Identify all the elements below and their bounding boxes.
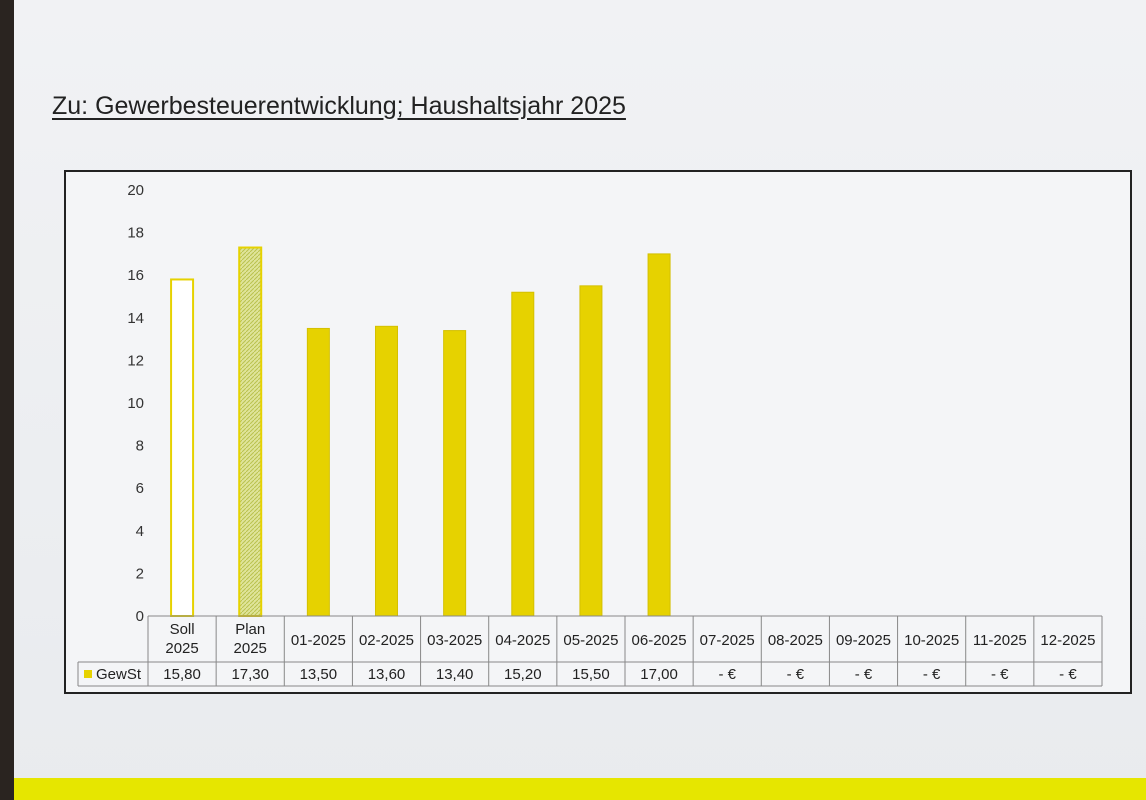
bar xyxy=(443,330,467,617)
y-tick-label: 16 xyxy=(127,267,144,284)
chart-container: 0 2 4 6 8 10 12 14 16 18 20 Soll 2025 Plan 2025 01-202… xyxy=(64,170,1132,694)
x-tick-label: Soll xyxy=(170,621,195,638)
bar xyxy=(647,253,671,617)
bar xyxy=(306,327,330,617)
data-label: 17,30 xyxy=(231,666,269,683)
data-label: - € xyxy=(787,666,805,683)
bar xyxy=(238,246,263,617)
x-tick-label: 12-2025 xyxy=(1040,632,1095,649)
data-label: 13,40 xyxy=(436,666,474,683)
y-tick-label: 10 xyxy=(127,395,144,412)
x-tick-label: 07-2025 xyxy=(700,632,755,649)
data-label: - € xyxy=(1059,666,1077,683)
legend-label: GewSt xyxy=(96,666,142,683)
data-label: - € xyxy=(855,666,873,683)
bar xyxy=(170,278,195,618)
y-tick-label: 12 xyxy=(127,352,144,369)
x-tick-label: 05-2025 xyxy=(563,632,618,649)
x-tick-label: 01-2025 xyxy=(291,632,346,649)
y-tick-label: 6 xyxy=(136,480,144,497)
y-tick-label: 14 xyxy=(127,310,144,327)
x-tick-label: 08-2025 xyxy=(768,632,823,649)
bar xyxy=(579,285,603,617)
x-tick-label: 06-2025 xyxy=(632,632,687,649)
data-label: 17,00 xyxy=(640,666,678,683)
x-tick-label: Plan xyxy=(235,621,265,638)
bar xyxy=(375,325,398,617)
page-title: Zu: Gewerbesteuerentwicklung; Haushaltsj… xyxy=(52,92,626,120)
x-tick-label: 03-2025 xyxy=(427,632,482,649)
bottom-accent-stripe xyxy=(14,778,1146,800)
x-tick-label: 10-2025 xyxy=(904,632,959,649)
data-label: - € xyxy=(923,666,941,683)
data-label: 13,50 xyxy=(300,666,338,683)
x-tick-label: 09-2025 xyxy=(836,632,891,649)
x-tick-label: 04-2025 xyxy=(495,632,550,649)
data-label: 15,20 xyxy=(504,666,542,683)
bar xyxy=(511,291,535,617)
legend-swatch xyxy=(84,670,92,678)
slide: Zu: Gewerbesteuerentwicklung; Haushaltsj… xyxy=(14,0,1146,800)
x-tick-label: 2025 xyxy=(234,640,267,657)
data-label: - € xyxy=(718,666,736,683)
y-tick-label: 20 xyxy=(127,182,144,199)
bar-chart: 0 2 4 6 8 10 12 14 16 18 20 Soll 2025 Plan 2025 01-202… xyxy=(77,182,1103,687)
x-tick-label: 02-2025 xyxy=(359,632,414,649)
data-label: 15,50 xyxy=(572,666,610,683)
y-tick-label: 8 xyxy=(136,438,144,455)
data-label: - € xyxy=(991,666,1009,683)
y-tick-label: 0 xyxy=(136,608,144,625)
y-tick-label: 4 xyxy=(136,523,144,540)
data-label: 15,80 xyxy=(163,666,201,683)
x-tick-label: 11-2025 xyxy=(973,632,1027,649)
x-tick-label: 2025 xyxy=(165,640,198,657)
y-tick-label: 2 xyxy=(136,565,144,582)
y-tick-label: 18 xyxy=(127,225,144,242)
data-label: 13,60 xyxy=(368,666,406,683)
